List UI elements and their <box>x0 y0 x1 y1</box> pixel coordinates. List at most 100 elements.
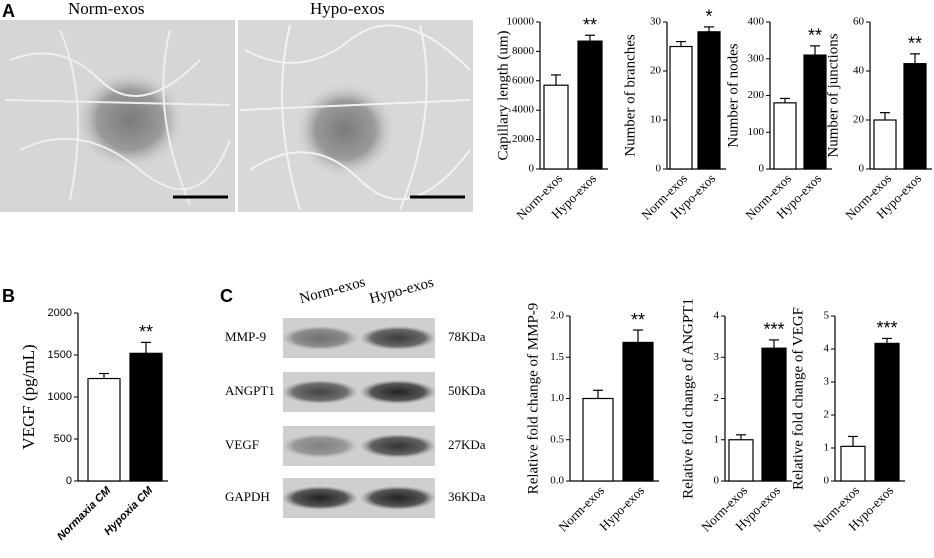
y-tick-label: 1 <box>824 442 830 454</box>
blot-band <box>282 486 358 510</box>
y-tick-label: 4 <box>824 343 830 355</box>
bar <box>622 341 654 482</box>
x-tick-label: Normaxia CM <box>55 484 114 543</box>
y-tick-label: 1000 <box>48 391 72 403</box>
y-tick-label: 1.5 <box>550 351 564 363</box>
error-bar <box>736 434 746 440</box>
bar <box>728 439 754 482</box>
y-tick-label: 4000 <box>512 104 535 116</box>
error-bar <box>99 372 109 379</box>
image-label: Hypo-exos <box>310 0 385 18</box>
y-tick-label: 6000 <box>512 74 535 86</box>
blot-row-label: MMP-9 <box>225 329 266 344</box>
bar <box>582 397 614 482</box>
y-tick-label: 40 <box>853 65 865 77</box>
bar <box>873 119 897 170</box>
error-bar <box>633 329 643 343</box>
y-tick-label: 0 <box>714 475 720 487</box>
blot-row-label: VEGF <box>225 437 259 452</box>
blot-column-label: Norm-exos <box>298 274 367 307</box>
y-axis-label: Relative fold change of ANGPT1 <box>680 298 696 499</box>
error-bar <box>848 435 858 447</box>
y-tick-label: 0 <box>529 163 535 175</box>
y-tick-label: 200 <box>748 89 765 101</box>
blot-band <box>360 326 436 350</box>
y-tick-label: 8000 <box>512 45 535 57</box>
micrograph <box>238 20 473 212</box>
y-axis-label: Number of branches <box>622 34 638 157</box>
significance-label: *** <box>763 320 784 340</box>
blot-column-label: Hypo-exos <box>368 275 436 308</box>
blot-band <box>360 380 436 404</box>
error-bar <box>551 74 561 86</box>
significance-label: *** <box>876 318 897 338</box>
error-bar <box>676 40 686 47</box>
y-tick-label: 1500 <box>48 349 72 361</box>
error-bar <box>769 339 779 349</box>
bar <box>129 352 163 482</box>
panel-label: C <box>220 286 233 306</box>
bar <box>773 102 797 170</box>
y-axis-label: VEGF (pg/mL) <box>19 344 38 449</box>
error-bar <box>585 34 595 42</box>
bar-chart: 0 2000 4000 6000 8000 10000 Capillary length (… <box>495 15 608 223</box>
western-blot <box>282 318 436 518</box>
significance-label: ** <box>631 310 645 330</box>
error-bar <box>882 337 892 344</box>
y-tick-label: 60 <box>853 16 865 28</box>
bar-chart: 0.0 0.5 1.0 1.5 2.0 Relative fold change of M… <box>525 303 659 535</box>
bar <box>87 377 121 482</box>
y-tick-label: 300 <box>748 52 765 64</box>
error-bar <box>880 112 890 120</box>
significance-label: ** <box>808 26 822 46</box>
blot-size-label: 27KDa <box>448 437 486 452</box>
y-axis-label: Relative fold change of MMP-9 <box>525 303 541 495</box>
error-bar <box>704 26 714 32</box>
y-tick-label: 1 <box>714 433 720 445</box>
error-bar <box>810 45 820 56</box>
bar <box>543 84 569 170</box>
blot-size-label: 50KDa <box>448 383 486 398</box>
y-tick-label: 5 <box>824 310 830 322</box>
error-bar <box>593 389 603 399</box>
y-axis-label: Number of nodes <box>725 43 741 147</box>
bar <box>874 342 900 482</box>
significance-label: ** <box>908 34 922 54</box>
y-tick-label: 500 <box>54 433 72 445</box>
significance-label: ** <box>583 15 597 35</box>
y-tick-label: 400 <box>748 16 765 28</box>
y-tick-label: 1.0 <box>550 392 564 404</box>
y-tick-label: 3 <box>714 351 720 363</box>
y-tick-label: 0.5 <box>550 433 564 445</box>
bar <box>903 63 927 170</box>
error-bar <box>141 341 151 354</box>
y-tick-label: 2.0 <box>550 310 564 322</box>
significance-label: * <box>705 7 712 27</box>
y-tick-label: 0 <box>656 163 662 175</box>
y-axis-label: Capillary length (um) <box>495 31 511 161</box>
blot-band <box>282 380 358 404</box>
y-tick-label: 3 <box>824 376 830 388</box>
y-tick-label: 20 <box>853 114 865 126</box>
blot-row-label: ANGPT1 <box>225 383 275 398</box>
error-bar <box>780 97 790 103</box>
bar <box>669 45 693 170</box>
panel-label: B <box>2 286 15 306</box>
y-tick-label: 2000 <box>48 307 72 319</box>
y-tick-label: 0 <box>824 475 830 487</box>
y-tick-label: 2 <box>714 392 720 404</box>
y-tick-label: 20 <box>650 65 662 77</box>
y-tick-label: 30 <box>650 16 662 28</box>
y-tick-label: 100 <box>748 126 765 138</box>
blot-band <box>282 434 358 458</box>
blot-band <box>282 326 358 350</box>
significance-label: ** <box>139 322 153 342</box>
y-tick-label: 0 <box>66 475 72 487</box>
bar <box>840 445 866 482</box>
blot-band <box>360 486 436 510</box>
panel-label: A <box>2 1 15 21</box>
